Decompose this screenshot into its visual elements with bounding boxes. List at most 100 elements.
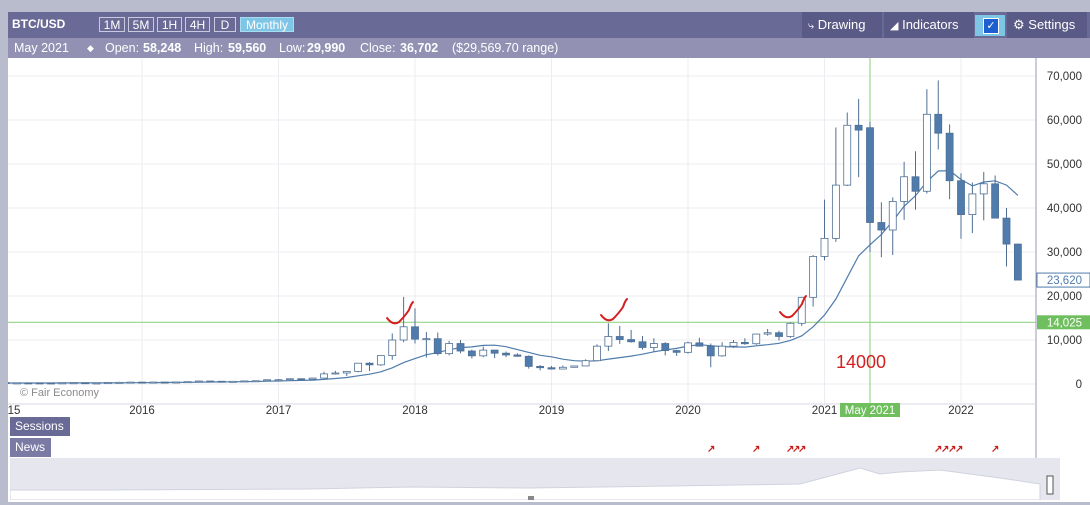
news-flag-icon[interactable]: ↗ — [934, 444, 942, 455]
timeframe-5m-button[interactable]: 5M — [128, 17, 154, 32]
candle — [138, 381, 146, 384]
candle-body — [718, 345, 727, 357]
candle — [183, 381, 192, 384]
plot-background — [8, 58, 1090, 418]
candle-body — [297, 378, 306, 381]
navigator-handle[interactable] — [1046, 475, 1054, 495]
candle — [922, 89, 931, 194]
candle-body — [695, 342, 704, 347]
candle-body — [103, 382, 112, 385]
watermark: © Fair Economy — [20, 387, 100, 399]
ohlc-info-bar: May 2021 ◆ Open: 58,248 High: 59,560 Low… — [8, 38, 1090, 58]
navigator-area — [9, 467, 1041, 501]
indicators-button[interactable]: ◢ Indicators — [884, 12, 974, 38]
candle — [1013, 243, 1022, 281]
candle — [467, 349, 476, 359]
news-label[interactable]: News — [10, 438, 51, 457]
timeframe-4h-button[interactable]: 4H — [185, 17, 210, 32]
gear-icon: ⚙ — [1013, 17, 1025, 32]
news-flag-icon[interactable]: ↗ — [798, 444, 806, 455]
news-flag-icon[interactable]: ↗ — [948, 444, 956, 455]
candle-body — [479, 349, 488, 357]
crosshair-price-label: 14,025 — [1047, 317, 1082, 329]
candle — [58, 382, 67, 385]
news-flag-icon[interactable]: ↗ — [707, 444, 715, 455]
candle — [752, 333, 761, 345]
news-flag-icon[interactable]: ↗ — [991, 444, 999, 455]
candle — [763, 329, 772, 336]
crosshair-date-label: May 2021 — [845, 405, 896, 417]
candle — [160, 381, 169, 384]
candle — [797, 296, 806, 326]
candle-body — [547, 367, 556, 370]
crosshair-date-tag — [840, 403, 900, 417]
candle — [911, 151, 920, 210]
info-close-label: Close: — [360, 41, 396, 55]
candle-body — [843, 124, 852, 186]
news-flag-icon[interactable]: ↗ — [786, 444, 794, 455]
news-flag-icon[interactable]: ↗ — [955, 444, 963, 455]
candle — [149, 381, 158, 384]
timeframe-1h-button[interactable]: 1H — [157, 17, 182, 32]
candle-body — [888, 200, 897, 231]
timeframe-d-button[interactable]: D — [214, 17, 236, 32]
candle — [263, 379, 272, 382]
chart-window: 0 10,000 20,000 30,000 40,000 50,000 60,000 70,… — [8, 12, 1090, 502]
drawing-button[interactable]: ⤷ Drawing — [802, 12, 882, 38]
candle — [558, 365, 567, 370]
x-tick-label: 2022 — [948, 405, 974, 417]
x-tick-label: 15 — [8, 405, 20, 417]
candle-body — [24, 382, 33, 385]
candle — [342, 370, 351, 377]
candle — [194, 380, 203, 383]
candle — [320, 371, 328, 379]
toggle-checkbox[interactable]: ✓ — [975, 15, 1005, 36]
candle — [331, 370, 340, 375]
x-tick-label: 2018 — [402, 405, 428, 417]
candle — [615, 325, 624, 344]
sessions-label[interactable]: Sessions — [10, 417, 70, 436]
candle — [388, 333, 397, 360]
news-flag-icon[interactable]: ↗ — [792, 444, 800, 455]
candle — [934, 80, 943, 150]
candle-body — [627, 339, 636, 343]
navigator-panel[interactable] — [9, 458, 1060, 501]
candle-body — [968, 193, 977, 215]
candle-body — [433, 338, 442, 355]
y-tick-label: 50,000 — [1047, 159, 1082, 171]
navigator-grip[interactable] — [528, 496, 534, 500]
candle — [843, 112, 852, 186]
candle — [991, 175, 1000, 219]
timeframe-monthly-button[interactable]: Monthly — [240, 17, 294, 32]
settings-label: Settings — [1028, 17, 1076, 32]
candle — [365, 362, 374, 372]
candle-body — [388, 339, 397, 357]
candle-body — [342, 370, 351, 374]
candle-body — [502, 352, 510, 356]
candle — [297, 378, 306, 381]
candle-body — [786, 322, 795, 337]
candle-body — [536, 365, 545, 369]
candle-body — [763, 332, 772, 335]
news-flag-icon[interactable]: ↗ — [941, 444, 949, 455]
timeframe-1m-button[interactable]: 1M — [99, 17, 125, 32]
candle — [706, 343, 715, 368]
x-tick-label: 2016 — [129, 405, 155, 417]
last-price-tag — [1036, 272, 1090, 288]
candle — [47, 382, 55, 385]
y-tick-label: 60,000 — [1047, 115, 1082, 127]
candle — [445, 340, 454, 356]
candle-body — [411, 326, 419, 340]
candle — [888, 197, 897, 256]
candle-body — [957, 180, 965, 216]
price-chart[interactable]: 0 10,000 20,000 30,000 40,000 50,000 60,000 70,… — [8, 12, 1090, 502]
sessions-panel: Sessions — [10, 417, 1036, 436]
candle-body — [649, 343, 658, 348]
settings-button[interactable]: ⚙ Settings — [1007, 12, 1087, 38]
info-low-label: Low: — [279, 41, 306, 55]
candle-body — [263, 379, 272, 382]
candle — [35, 382, 44, 385]
news-flag-icon[interactable]: ↗ — [752, 444, 760, 455]
candle — [172, 381, 181, 384]
candle — [524, 355, 533, 369]
